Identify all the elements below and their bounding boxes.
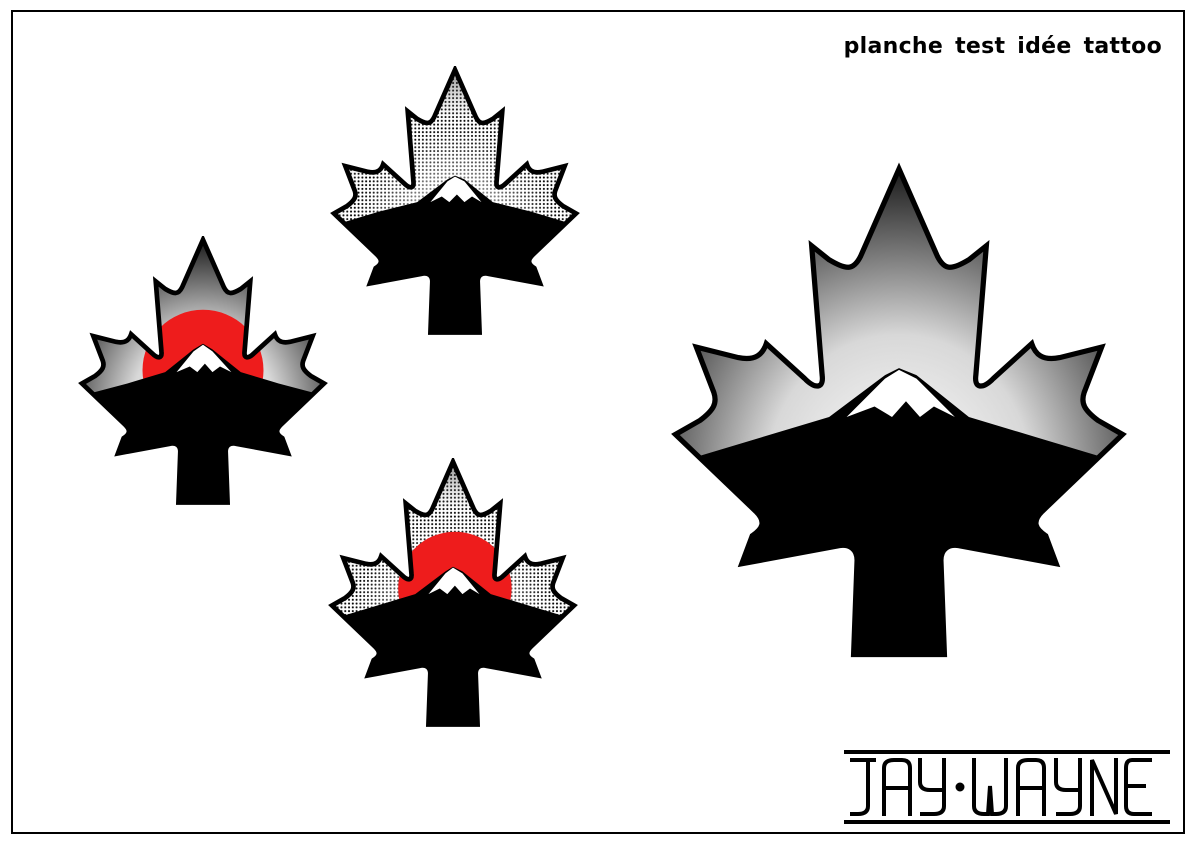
sheet-title: planche test idée tattoo	[843, 34, 1162, 59]
leaf-halftone-red-sun	[328, 458, 578, 734]
leaf-large-gradient-mountain	[666, 162, 1132, 672]
leaf-gradient-red-sun	[78, 236, 328, 512]
artist-signature-logo	[844, 750, 1170, 824]
leaf-halftone-mountain	[330, 66, 580, 342]
